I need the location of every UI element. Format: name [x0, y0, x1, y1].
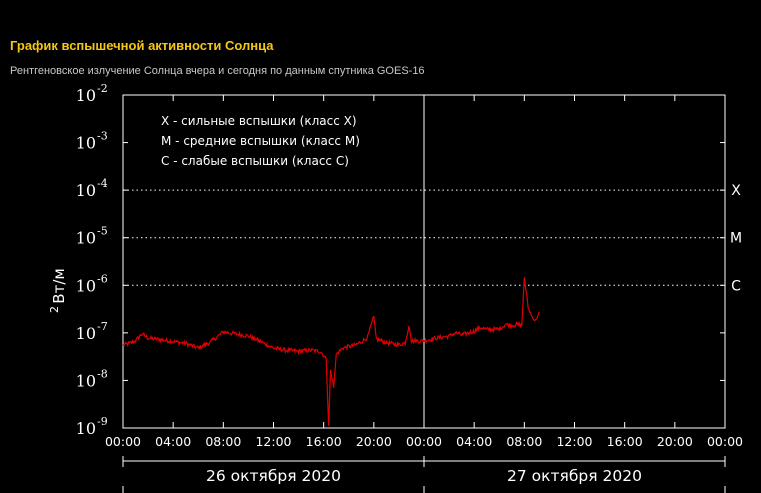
- y-tick-label: 10: [76, 419, 96, 438]
- x-tick-label: 20:00: [657, 434, 693, 449]
- y-tick-label: 10: [76, 181, 96, 200]
- page-subtitle: Рентгеновское излучение Солнца вчера и с…: [10, 65, 425, 77]
- legend-entry: C - слабые вспышки (класс C): [161, 154, 349, 168]
- y-axis-label: Вт/м: [50, 268, 68, 303]
- y-tick-exponent: -2: [97, 82, 108, 95]
- y-tick-exponent: -6: [97, 272, 108, 285]
- day-label: 27 октября 2020: [507, 467, 642, 485]
- x-tick-label: 08:00: [506, 434, 542, 449]
- legend-entry: X - сильные вспышки (класс X): [161, 114, 357, 128]
- y-tick-label: 10: [76, 371, 96, 390]
- x-tick-label: 12:00: [556, 434, 592, 449]
- y-tick-exponent: -4: [97, 177, 108, 190]
- flux-series-line: [122, 277, 540, 427]
- x-tick-label: 00:00: [105, 434, 141, 449]
- x-tick-label: 12:00: [255, 434, 291, 449]
- y-tick-exponent: -8: [97, 367, 108, 380]
- y-tick-exponent: -3: [97, 130, 108, 143]
- page-title: График вспышечной активности Солнца: [10, 38, 274, 53]
- class-level-label: M: [730, 231, 742, 247]
- y-tick-label: 10: [76, 324, 96, 343]
- y-tick-exponent: -9: [97, 415, 108, 428]
- x-tick-label: 00:00: [406, 434, 442, 449]
- class-level-label: C: [731, 278, 741, 294]
- x-tick-label: 20:00: [356, 434, 392, 449]
- day-label: 26 октября 2020: [206, 467, 341, 485]
- x-tick-label: 16:00: [306, 434, 342, 449]
- y-tick-label: 10: [76, 134, 96, 153]
- y-tick-exponent: -7: [97, 320, 108, 333]
- y-tick-label: 10: [76, 86, 96, 105]
- x-tick-label: 04:00: [155, 434, 191, 449]
- x-tick-label: 08:00: [205, 434, 241, 449]
- x-tick-label: 00:00: [707, 434, 743, 449]
- x-tick-label: 16:00: [607, 434, 643, 449]
- x-tick-label: 04:00: [456, 434, 492, 449]
- legend-entry: M - средние вспышки (класс M): [161, 134, 360, 148]
- y-tick-label: 10: [76, 229, 96, 248]
- y-axis-label-exponent: 2: [48, 306, 61, 313]
- y-tick-exponent: -5: [97, 225, 108, 238]
- class-level-label: X: [731, 183, 741, 199]
- y-tick-label: 10: [76, 276, 96, 295]
